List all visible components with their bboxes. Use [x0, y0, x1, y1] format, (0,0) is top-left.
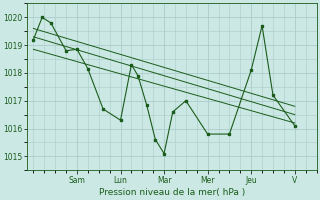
- X-axis label: Pression niveau de la mer( hPa ): Pression niveau de la mer( hPa ): [99, 188, 245, 197]
